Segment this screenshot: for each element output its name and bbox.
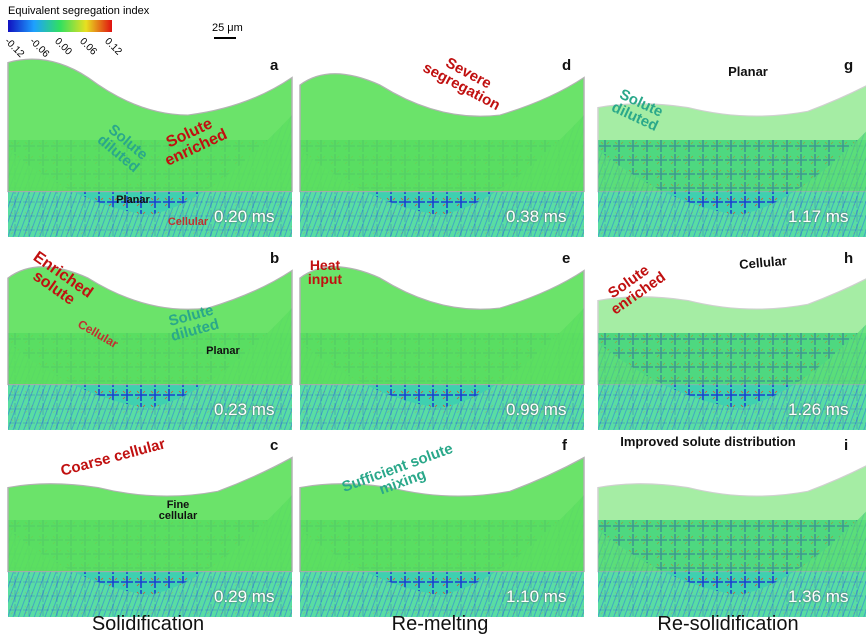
panel-letter: h: [844, 250, 853, 267]
annotation: Improved solute distribution: [618, 435, 798, 448]
annotation: Planar: [108, 195, 158, 206]
panel-time: 0.29 ms: [214, 587, 274, 607]
panel-time: 0.23 ms: [214, 400, 274, 420]
panel-time: 1.36 ms: [788, 587, 848, 607]
column-label: Re-solidification: [588, 613, 866, 636]
colorbar: [8, 20, 112, 32]
scale-bar-label: 25 μm: [212, 22, 243, 34]
panel-time: 0.20 ms: [214, 207, 274, 227]
annotation: Heat input: [300, 258, 350, 286]
panel-letter: e: [562, 250, 570, 267]
panel-letter: a: [270, 57, 278, 74]
panel-letter: c: [270, 437, 278, 454]
annotation: Planar: [198, 346, 248, 357]
panel-letter: d: [562, 57, 571, 74]
panel-letter: g: [844, 57, 853, 74]
panel-time: 0.99 ms: [506, 400, 566, 420]
column-label: Solidification: [8, 613, 288, 636]
panel-letter: i: [844, 437, 848, 454]
panel-letter: f: [562, 437, 567, 454]
panel-time: 1.17 ms: [788, 207, 848, 227]
panel-time: 1.26 ms: [788, 400, 848, 420]
colorbar-title: Equivalent segregation index: [8, 5, 149, 17]
panel-letter: b: [270, 250, 279, 267]
column-label: Re-melting: [300, 613, 580, 636]
annotation: Planar: [718, 65, 778, 78]
annotation: Cellular: [158, 217, 218, 228]
panel-time: 1.10 ms: [506, 587, 566, 607]
annotation: Fine cellular: [148, 500, 208, 522]
panel-time: 0.38 ms: [506, 207, 566, 227]
figure-graphics: [0, 0, 866, 641]
figure: Equivalent segregation index 25 μm -0.12…: [0, 0, 866, 641]
